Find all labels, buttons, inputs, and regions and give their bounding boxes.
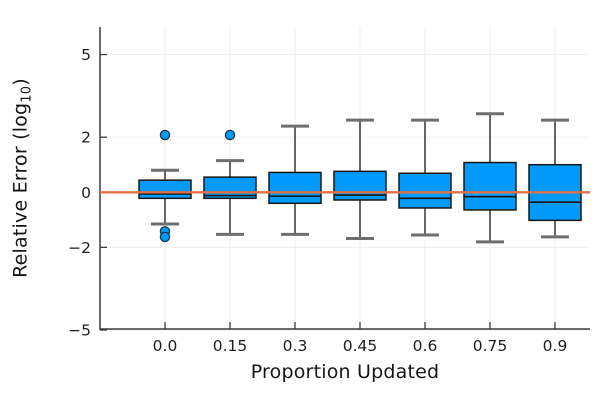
y-tick-label: 0 (81, 184, 91, 202)
y-tick-label: 5 (81, 46, 91, 64)
box-rect (398, 172, 452, 209)
y-tick-label: −5 (68, 322, 91, 340)
box-rect (268, 171, 322, 205)
y-axis-label-text: Relative Error (log (9, 102, 32, 278)
outlier-point (159, 129, 171, 141)
outlier-point (159, 231, 171, 243)
x-tick-label: 0.15 (213, 337, 248, 355)
x-tick-label: 0.3 (283, 337, 308, 355)
box-rect (138, 179, 192, 200)
y-tick-label: −2 (68, 239, 91, 257)
x-tick-label: 0.9 (543, 337, 568, 355)
y-axis-label: Relative Error (log10) (10, 78, 35, 278)
y-tick-label: 2 (81, 129, 91, 147)
x-tick-label: 0.6 (413, 337, 438, 355)
y-axis-label-subscript: 10 (19, 85, 35, 103)
x-axis-label: Proportion Updated (250, 361, 440, 383)
x-tick-label: 0.45 (343, 337, 378, 355)
x-tick-label: 0.0 (153, 337, 178, 355)
x-tick-label: 0.75 (473, 337, 508, 355)
y-axis-label-close: ) (9, 78, 32, 86)
outlier-point (224, 129, 236, 141)
box-rect (463, 161, 517, 211)
